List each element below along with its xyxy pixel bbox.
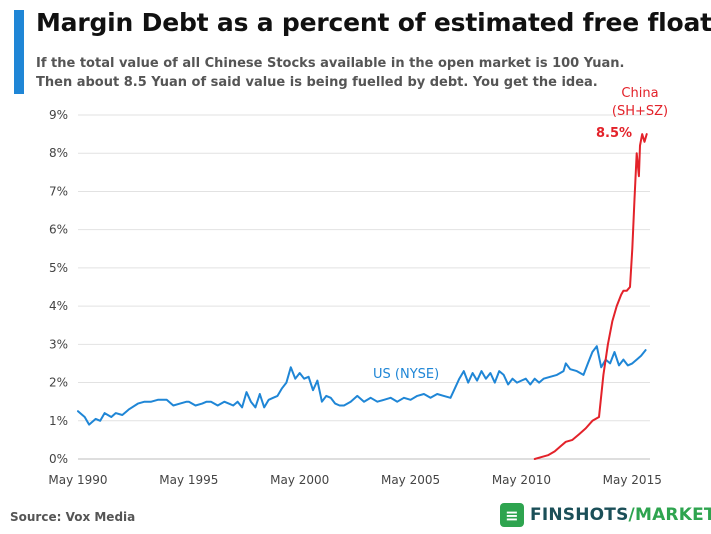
y-tick-label: 4% xyxy=(49,299,68,313)
us-nyse-series-line xyxy=(77,345,647,426)
y-tick-label: 9% xyxy=(49,108,68,122)
x-tick-label: May 1995 xyxy=(159,473,218,487)
brand-main: FINSHOTS xyxy=(530,505,629,525)
y-tick-label: 6% xyxy=(49,223,68,237)
y-tick-label: 3% xyxy=(49,337,68,351)
brand-wordmark: FINSHOTS/MARKETS xyxy=(530,505,711,525)
china-end-value-label: 8.5% xyxy=(596,126,632,141)
brand-sub: MARKETS xyxy=(634,505,711,525)
x-tick-label: May 2000 xyxy=(270,473,329,487)
y-tick-label: 1% xyxy=(49,414,68,428)
subtitle-line-1: If the total value of all Chinese Stocks… xyxy=(36,56,625,71)
y-tick-label: 7% xyxy=(49,184,68,198)
title-accent-bar xyxy=(14,10,24,94)
x-tick-label: May 1990 xyxy=(48,473,107,487)
finshots-logo-icon: ≡ xyxy=(500,503,524,527)
chart-subtitle: If the total value of all Chinese Stocks… xyxy=(36,54,624,92)
subtitle-line-2: Then about 8.5 Yuan of said value is bei… xyxy=(36,75,598,90)
y-tick-label: 5% xyxy=(49,261,68,275)
source-note: Source: Vox Media xyxy=(10,510,136,524)
chart-title: Margin Debt as a percent of estimated fr… xyxy=(36,8,711,37)
x-tick-label: May 2010 xyxy=(492,473,551,487)
x-tick-label: May 2015 xyxy=(603,473,662,487)
brand-logo: ≡ FINSHOTS/MARKETS xyxy=(500,503,711,527)
us-series-label: US (NYSE) xyxy=(373,367,439,382)
y-tick-label: 0% xyxy=(49,452,68,466)
y-tick-label: 2% xyxy=(49,376,68,390)
china-series-line xyxy=(533,133,648,460)
china-series-label: China xyxy=(621,86,658,101)
brand-slash: / xyxy=(628,505,635,525)
x-tick-label: May 2005 xyxy=(381,473,440,487)
y-tick-label: 8% xyxy=(49,146,68,160)
china-series-label-sub: (SH+SZ) xyxy=(612,104,668,119)
